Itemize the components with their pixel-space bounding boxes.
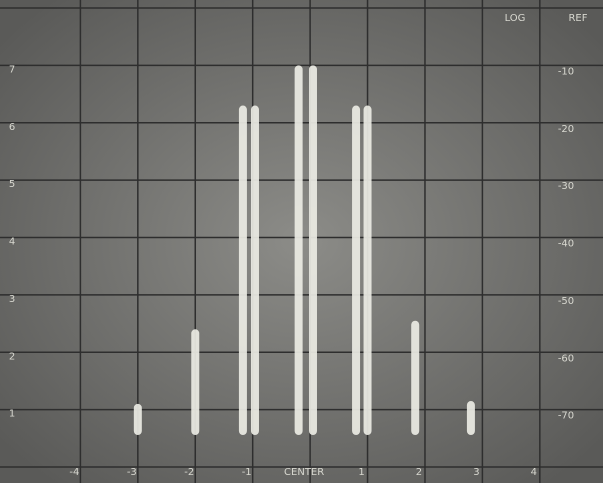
y2-tick-label: -50 [558,296,574,307]
x-tick-label: 3 [473,467,479,478]
x-tick-label: -4 [69,467,79,478]
spectral-line [238,105,247,435]
x-tick-label: -3 [127,467,137,478]
x-tick-label: 4 [531,467,537,478]
y-tick-label: 1 [9,409,15,420]
y-tick-label: 2 [9,351,15,362]
spectral-line [133,403,142,435]
y-tick-label: 5 [9,179,15,190]
x-tick-label: CENTER [284,467,324,478]
y-tick-label: 7 [9,64,15,75]
y2-tick-label: -40 [558,239,574,250]
y2-tick-label: -70 [558,411,574,422]
annotation: REF [568,13,587,24]
spectral-line [191,329,200,435]
y2-tick-label: -60 [558,353,574,364]
annotation: LOG [505,13,526,24]
x-tick-label: -2 [184,467,194,478]
x-tick-label: -1 [242,467,252,478]
x-tick-label: 2 [416,467,422,478]
y-tick-label: 6 [9,122,15,133]
spectral-line [294,65,303,435]
spectral-line [250,105,259,435]
y2-tick-label: -10 [558,66,574,77]
y2-tick-label: -20 [558,124,574,135]
y-tick-label: 4 [9,237,15,248]
spectral-line [363,105,372,435]
x-tick-label: 1 [358,467,364,478]
spectral-line [352,105,361,435]
spectral-line [466,401,475,435]
spectral-line [411,320,420,435]
spectral-line [308,65,317,435]
y-tick-label: 3 [9,294,15,305]
y2-tick-label: -30 [558,181,574,192]
